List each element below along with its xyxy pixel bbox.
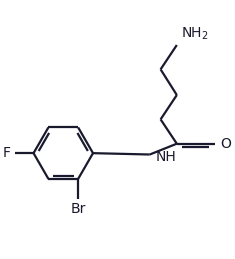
Text: NH$_2$: NH$_2$ [181,26,208,42]
Text: F: F [3,146,11,160]
Text: Br: Br [70,202,86,216]
Text: NH: NH [155,150,176,164]
Text: O: O [220,137,231,151]
